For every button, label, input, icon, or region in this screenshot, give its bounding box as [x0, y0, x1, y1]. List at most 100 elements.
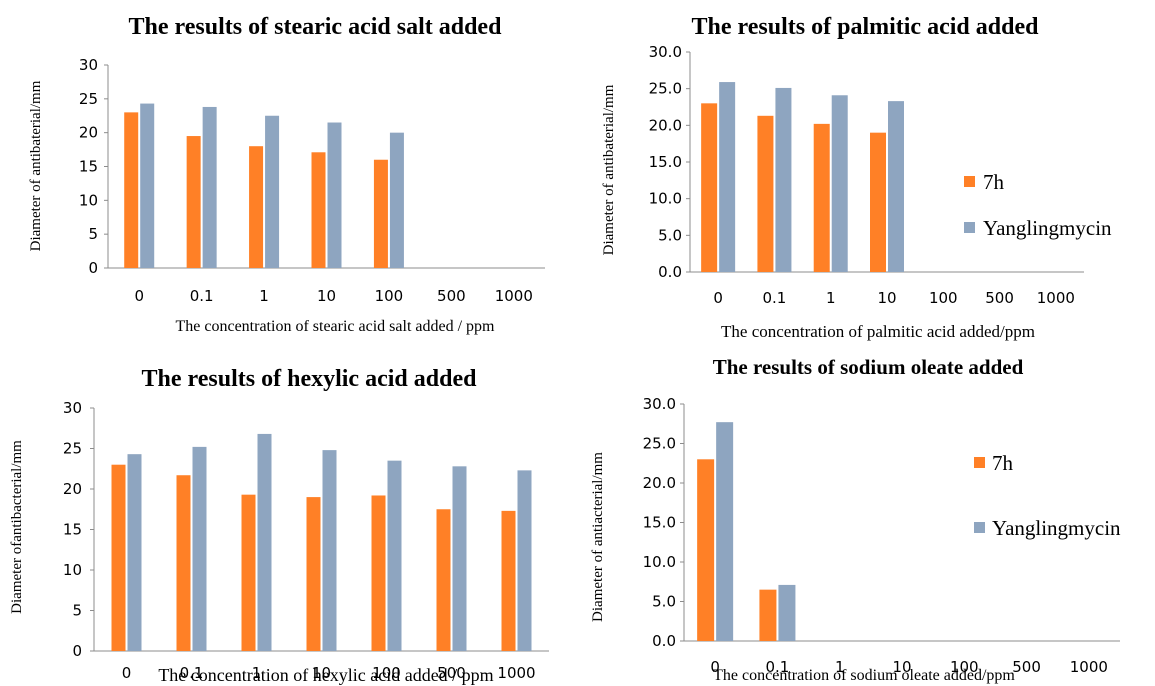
bar-7h	[311, 152, 326, 268]
bar-yanglingmycin	[387, 460, 402, 651]
bar-yanglingmycin	[452, 466, 467, 651]
x-tick-label: 0	[122, 664, 132, 682]
bar-7h	[124, 112, 139, 268]
chart-title: The results of sodium oleate added	[713, 355, 1024, 379]
y-tick-label: 30	[63, 399, 82, 417]
y-axis-label: Diameter of antiacterial/mm	[590, 452, 606, 622]
legend-swatch-yanglingmycin	[974, 522, 985, 533]
bar-7h	[373, 159, 388, 268]
y-tick-label: 5	[88, 225, 98, 243]
bar-yanglingmycin	[140, 103, 155, 268]
legend-label-yanglingmycin: Yanglingmycin	[992, 516, 1121, 540]
x-axis-label: The concentration of stearic acid salt a…	[176, 318, 496, 335]
bar-yanglingmycin	[389, 132, 404, 268]
x-tick-label: 1	[252, 664, 262, 682]
x-tick-label: 100	[950, 658, 979, 676]
y-tick-label: 25.0	[643, 435, 676, 453]
x-tick-label: 100	[929, 289, 958, 307]
y-tick-label: 10	[79, 191, 98, 209]
bar-7h	[870, 132, 886, 272]
y-tick-label: 15.0	[649, 153, 682, 171]
y-tick-label: 0.0	[658, 263, 682, 281]
bar-7h	[111, 464, 126, 651]
y-axis-label: Diameter of antibaterial/mm	[601, 84, 617, 255]
plot-area: 0 5 10 15 20 25 30 0 0.1 1 10 100 500 1000	[63, 399, 549, 682]
chart-title: The results of stearic acid salt added	[129, 14, 503, 40]
y-axis-label: Diameter of antibaterial/mm	[28, 80, 44, 251]
plot-area: 0.0 5.0 10.0 15.0 20.0 25.0 30.0 0 0.1 1 10 100 500 1…	[643, 395, 1120, 676]
bar-7h	[249, 146, 264, 268]
x-tick-label: 0	[134, 287, 144, 305]
y-tick-label: 10	[63, 561, 82, 579]
legend-swatch-7h	[974, 457, 985, 468]
x-tick-label: 10	[312, 664, 331, 682]
bar-yanglingmycin	[265, 115, 280, 268]
bar-yanglingmycin	[127, 454, 142, 651]
bar-7h	[176, 475, 191, 651]
x-tick-label: 1000	[1037, 289, 1075, 307]
bar-7h	[501, 510, 516, 651]
chart-title: The results of palmitic acid added	[692, 14, 1040, 40]
legend-swatch-7h	[964, 176, 975, 187]
chart-palmitic-acid: The results of palmitic acid added Diame…	[601, 14, 1112, 341]
x-tick-label: 1000	[497, 664, 535, 682]
y-tick-label: 0.0	[652, 632, 676, 650]
x-tick-label: 1000	[1070, 658, 1108, 676]
y-tick-label: 20.0	[643, 474, 676, 492]
bar-7h	[371, 495, 386, 651]
y-tick-label: 5.0	[658, 226, 682, 244]
y-tick-label: 0	[72, 642, 82, 660]
legend: 7h Yanglingmycin	[964, 170, 1112, 240]
bar-7h	[436, 509, 451, 651]
x-tick-label: 100	[372, 664, 401, 682]
y-tick-label: 20	[63, 480, 82, 498]
x-tick-label: 0	[713, 289, 723, 307]
bar-7h	[697, 459, 715, 641]
y-tick-label: 30.0	[643, 395, 676, 413]
x-axis-label: The concentration of palmitic acid added…	[721, 322, 1035, 341]
y-tick-label: 10.0	[643, 553, 676, 571]
y-axis-label: Diameter ofantibacterial/mm	[9, 440, 25, 614]
legend-label-7h: 7h	[992, 451, 1014, 475]
x-tick-label: 1	[259, 287, 269, 305]
bar-yanglingmycin	[517, 470, 532, 651]
y-tick-label: 25	[79, 90, 98, 108]
x-tick-label: 100	[375, 287, 404, 305]
chart-title: The results of hexylic acid added	[142, 366, 478, 392]
bar-7h	[241, 494, 256, 651]
y-tick-label: 30	[79, 56, 98, 74]
x-tick-label: 1	[826, 289, 836, 307]
legend-label-7h: 7h	[983, 170, 1005, 194]
bar-yanglingmycin	[775, 87, 792, 272]
legend-label-yanglingmycin: Yanglingmycin	[983, 216, 1112, 240]
bar-7h	[701, 103, 718, 272]
y-tick-label: 15	[63, 521, 82, 539]
bar-7h	[306, 497, 321, 651]
bar-yanglingmycin	[719, 82, 736, 272]
plot-area: 0.0 5.0 10.0 15.0 20.0 25.0 30.0 0 0.1 1 10 100 500 1…	[649, 43, 1084, 307]
chart-hexylic-acid: The results of hexylic acid added Diamet…	[9, 366, 549, 685]
x-tick-label: 0.1	[190, 287, 214, 305]
y-tick-label: 5	[72, 602, 82, 620]
legend-swatch-yanglingmycin	[964, 222, 975, 233]
x-tick-label: 500	[985, 289, 1014, 307]
x-tick-label: 1	[835, 658, 845, 676]
y-tick-label: 5.0	[652, 593, 676, 611]
x-tick-label: 10	[877, 289, 896, 307]
x-tick-label: 500	[437, 664, 466, 682]
x-tick-label: 10	[317, 287, 336, 305]
y-tick-label: 20	[79, 124, 98, 142]
y-tick-label: 30.0	[649, 43, 682, 61]
chart-stearic-acid-salt: The results of stearic acid salt added D…	[28, 14, 545, 335]
x-tick-label: 0	[710, 658, 720, 676]
x-axis-label: The concentration of hexylic acid added …	[158, 665, 493, 685]
x-tick-label: 10	[892, 658, 911, 676]
bar-7h	[813, 123, 830, 272]
plot-area: 0 5 10 15 20 25 30 0 0.1 1 10 100 500 1000	[79, 56, 545, 305]
x-axis-label: The concentration of sodium oleate added…	[713, 667, 1015, 684]
bar-yanglingmycin	[888, 101, 904, 272]
y-tick-label: 15.0	[643, 514, 676, 532]
legend: 7h Yanglingmycin	[974, 451, 1121, 540]
x-tick-label: 0.1	[180, 664, 204, 682]
